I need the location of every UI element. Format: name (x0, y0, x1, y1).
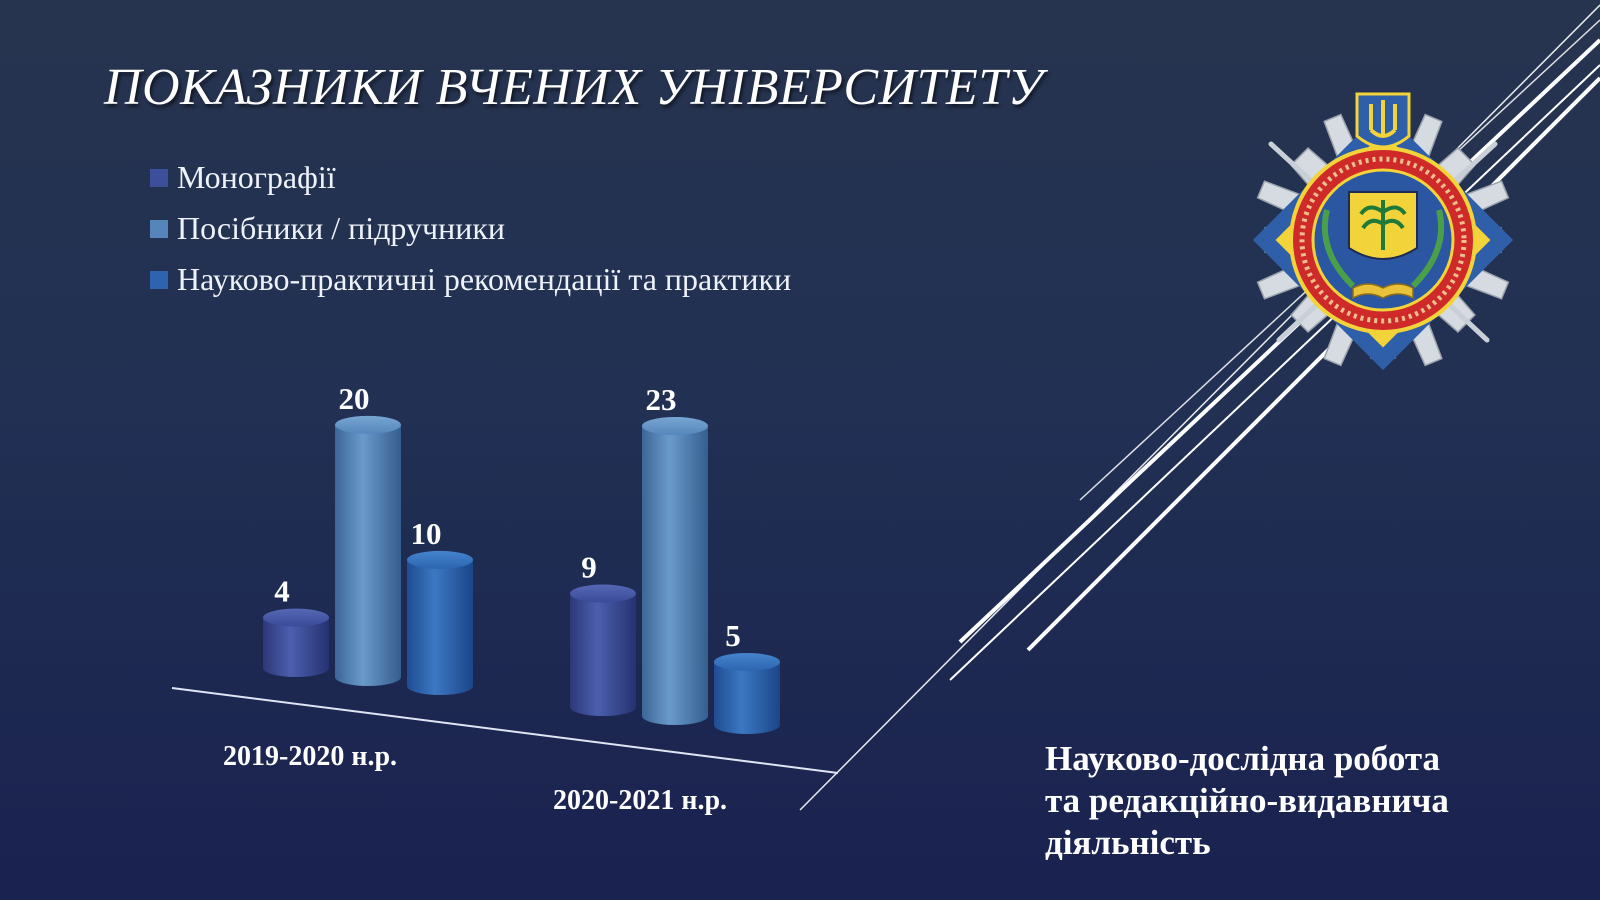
legend-label: Монографії (177, 159, 336, 195)
data-label: 23 (646, 382, 677, 417)
chart-category-labels: 2019-2020 н.р. 2020-2021 н.р. (223, 741, 727, 816)
bar (335, 415, 401, 686)
data-label: 5 (725, 618, 741, 653)
bar (263, 608, 329, 677)
data-label: 9 (581, 550, 597, 585)
bar-body (335, 424, 401, 686)
caption-line: діяльність (1045, 823, 1211, 862)
category-label: 2019-2020 н.р. (223, 741, 397, 772)
slide-caption: Науково-дослідна робота та редакційно-ви… (1045, 738, 1565, 864)
bar (714, 652, 780, 734)
chart-legend: Монографії Посібники / підручники Науков… (150, 152, 791, 305)
bar (407, 550, 473, 695)
bar-body (714, 661, 780, 734)
legend-swatch (150, 270, 168, 289)
bar-body (570, 593, 636, 716)
legend-swatch (150, 219, 168, 238)
chart-floor-line (171, 687, 839, 774)
legend-item: Посібники / підручники (150, 203, 791, 254)
legend-label: Посібники / підручники (177, 210, 505, 246)
slide-title: ПОКАЗНИКИ ВЧЕНИХ УНІВЕРСИТЕТУ (104, 59, 1044, 116)
bar-cap (263, 608, 329, 627)
legend-label: Науково-практичні рекомендації та практи… (177, 261, 792, 297)
bar-cap (407, 550, 473, 569)
bar-body (263, 617, 329, 677)
bar (642, 417, 708, 725)
legend-item: Науково-практичні рекомендації та практи… (150, 254, 791, 305)
bar-body (407, 559, 473, 695)
data-label: 10 (411, 516, 442, 551)
bar-cap (335, 415, 401, 434)
data-label: 4 (274, 574, 290, 609)
category-label: 2020-2021 н.р. (553, 785, 727, 816)
bar-cap (642, 417, 708, 435)
caption-line: та редакційно-видавнича (1045, 781, 1449, 820)
legend-swatch (150, 168, 168, 187)
bar-cap (714, 652, 780, 671)
chart-bars: 4 20 10 9 23 5 (263, 381, 780, 734)
data-label: 20 (339, 381, 370, 416)
bar (570, 584, 636, 716)
caption-line: Науково-дослідна робота (1045, 739, 1440, 778)
bar-body (642, 426, 708, 725)
legend-item: Монографії (150, 152, 791, 203)
bar-cap (570, 584, 636, 603)
